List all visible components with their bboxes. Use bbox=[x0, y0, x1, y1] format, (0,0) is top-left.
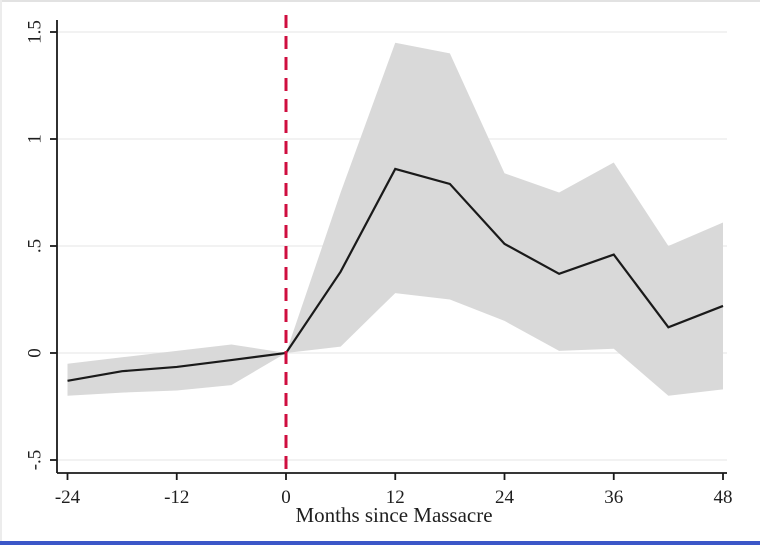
x-tick-label: 12 bbox=[386, 487, 405, 508]
confidence-band bbox=[67, 42, 724, 396]
x-tick-label: 36 bbox=[604, 487, 623, 508]
x-tick-label: -24 bbox=[55, 487, 81, 508]
y-tick-label: 1.5 bbox=[24, 20, 45, 44]
x-tick-label: 48 bbox=[714, 487, 733, 508]
page-left-edge bbox=[0, 0, 2, 545]
y-tick-label: -.5 bbox=[24, 450, 45, 471]
x-tick-label: 0 bbox=[281, 487, 291, 508]
x-axis-title: Months since Massacre bbox=[295, 503, 492, 527]
x-tick-label: -12 bbox=[164, 487, 189, 508]
estimate-line bbox=[67, 167, 724, 382]
page-bottom-blue-strip bbox=[0, 541, 760, 545]
page-top-edge bbox=[0, 0, 760, 2]
y-tick-label: 0 bbox=[24, 348, 45, 358]
x-tick-label: 24 bbox=[495, 487, 515, 508]
y-tick-label: .5 bbox=[24, 239, 45, 253]
y-tick-label: 1 bbox=[24, 134, 45, 144]
